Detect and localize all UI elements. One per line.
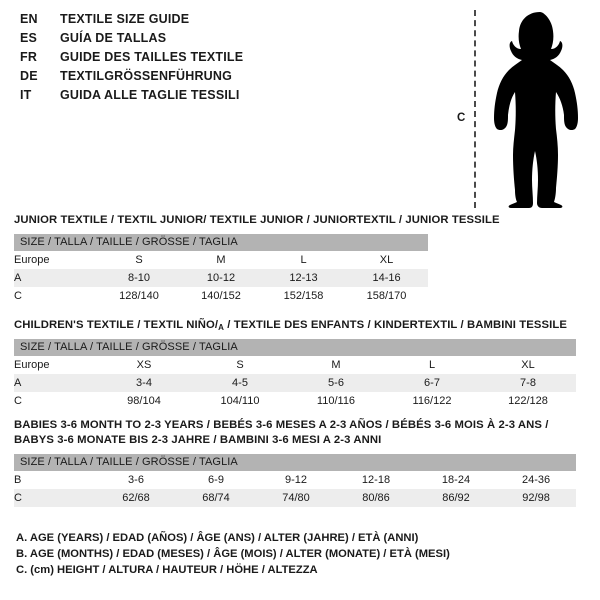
cell-value: 74/80 bbox=[256, 489, 336, 507]
language-code-en: EN bbox=[20, 12, 38, 26]
cell-value: 18-24 bbox=[441, 474, 471, 486]
row-label-europe: Europe bbox=[14, 359, 50, 371]
measurement-legend: A. AGE (YEARS) / EDAD (AÑOS) / ÂGE (ANS)… bbox=[16, 530, 450, 578]
language-code-de: DE bbox=[20, 69, 38, 83]
cell-value: 14-16 bbox=[345, 269, 429, 287]
section-children-textile: CHILDREN'S TEXTILE / TEXTIL NIÑO/A / TEX… bbox=[14, 318, 576, 410]
table-babies-sizes: SIZE / TALLA / TAILLE / GRÖSSE / TAGLIA … bbox=[14, 454, 577, 507]
cell-value: L bbox=[428, 359, 436, 371]
table-junior-sizes: SIZE / TALLA / TAILLE / GRÖSSE / TAGLIA … bbox=[14, 234, 429, 305]
cell-value: 116/122 bbox=[412, 395, 452, 407]
language-title-es: GUÍA DE TALLAS bbox=[60, 31, 167, 45]
cell-value: 80/86 bbox=[336, 489, 416, 507]
height-dashed-rule bbox=[474, 10, 476, 208]
cell-value: 12-18 bbox=[361, 474, 391, 486]
cell-value: 122/128 bbox=[508, 395, 548, 407]
legend-line-c: C. (cm) HEIGHT / ALTURA / HAUTEUR / HÖHE… bbox=[16, 564, 318, 576]
cell-value: 128/140 bbox=[119, 290, 159, 302]
cell-value: 10-12 bbox=[180, 269, 262, 287]
row-label-c: C bbox=[14, 489, 96, 507]
cell-value: 24-36 bbox=[521, 474, 551, 486]
cell-value: L bbox=[300, 254, 307, 266]
row-label-europe: Europe bbox=[14, 254, 50, 266]
cell-value: 12-13 bbox=[262, 269, 345, 287]
height-figure: C bbox=[440, 6, 600, 211]
cell-value: 4-5 bbox=[192, 374, 288, 392]
table-row: C 98/104 104/110 110/116 116/122 122/128 bbox=[14, 392, 576, 410]
row-label-b: B bbox=[14, 474, 22, 486]
section-title-babies-line2: BABYS 3-6 MONATE BIS 2-3 JAHRE / BAMBINI… bbox=[14, 434, 382, 446]
cell-value: 5-6 bbox=[288, 374, 384, 392]
section-title-children-main: CHILDREN'S TEXTILE / TEXTIL NIÑO/ bbox=[14, 319, 219, 331]
cell-value: 98/104 bbox=[127, 395, 161, 407]
cell-value: 110/116 bbox=[316, 395, 356, 407]
cell-value: 3-6 bbox=[128, 474, 144, 486]
language-row-it: IT GUIDA ALLE TAGLIE TESSILI bbox=[20, 88, 440, 107]
language-code-it: IT bbox=[20, 88, 32, 102]
cell-value: 8-10 bbox=[98, 269, 180, 287]
cell-value: 92/98 bbox=[496, 489, 577, 507]
cell-value: M bbox=[331, 359, 341, 371]
section-junior-textile: JUNIOR TEXTILE / TEXTIL JUNIOR/ TEXTILE … bbox=[14, 213, 500, 305]
table-row: A 8-10 10-12 12-13 14-16 bbox=[14, 269, 429, 287]
cell-value: 86/92 bbox=[416, 489, 496, 507]
cell-value: M bbox=[216, 254, 226, 266]
cell-value: 6-9 bbox=[208, 474, 224, 486]
language-code-es: ES bbox=[20, 31, 38, 45]
table-row: B 3-6 6-9 9-12 12-18 18-24 24-36 bbox=[14, 471, 576, 489]
table-row: Europe S M L XL bbox=[14, 251, 428, 269]
table-row: C 62/68 68/74 74/80 80/86 86/92 92/98 bbox=[14, 489, 577, 507]
section-title-junior: JUNIOR TEXTILE / TEXTIL JUNIOR/ TEXTILE … bbox=[14, 214, 500, 226]
cell-value: S bbox=[236, 359, 244, 371]
language-code-fr: FR bbox=[20, 50, 38, 64]
section-title-babies-line1: BABIES 3-6 MONTH TO 2-3 YEARS / BEBÉS 3-… bbox=[14, 419, 549, 431]
table-junior-band-label: SIZE / TALLA / TAILLE / GRÖSSE / TAGLIA bbox=[14, 234, 429, 251]
row-label-c: C bbox=[14, 395, 22, 407]
cell-value: 3-4 bbox=[96, 374, 192, 392]
table-junior-band-row: SIZE / TALLA / TAILLE / GRÖSSE / TAGLIA bbox=[14, 234, 429, 251]
cell-value: 7-8 bbox=[480, 374, 576, 392]
toddler-silhouette-icon bbox=[494, 12, 578, 208]
section-title-children-rest: / TEXTILE DES ENFANTS / KINDERTEXTIL / B… bbox=[224, 319, 567, 331]
row-label-a: A bbox=[14, 374, 96, 392]
language-title-list: EN TEXTILE SIZE GUIDE ES GUÍA DE TALLAS … bbox=[20, 12, 440, 107]
legend-line-b: B. AGE (MONTHS) / EDAD (MESES) / ÂGE (MO… bbox=[16, 548, 450, 560]
cell-value: XL bbox=[521, 359, 535, 371]
table-row: C 128/140 140/152 152/158 158/170 bbox=[14, 287, 428, 305]
language-title-en: TEXTILE SIZE GUIDE bbox=[60, 12, 190, 26]
cell-value: 9-12 bbox=[284, 474, 308, 486]
cell-value: 140/152 bbox=[201, 290, 241, 302]
language-row-es: ES GUÍA DE TALLAS bbox=[20, 31, 440, 50]
cell-value: XS bbox=[136, 359, 152, 371]
row-label-a: A bbox=[14, 269, 98, 287]
language-row-de: DE TEXTILGRÖSSENFÜHRUNG bbox=[20, 69, 440, 88]
cell-value: 68/74 bbox=[176, 489, 256, 507]
table-children-band-row: SIZE / TALLA / TAILLE / GRÖSSE / TAGLIA bbox=[14, 339, 576, 356]
cell-value: 158/170 bbox=[366, 290, 407, 302]
section-title-children-sub: A bbox=[218, 323, 225, 332]
table-row: A 3-4 4-5 5-6 6-7 7-8 bbox=[14, 374, 576, 392]
language-title-it: GUIDA ALLE TAGLIE TESSILI bbox=[60, 88, 240, 102]
language-title-fr: GUIDE DES TAILLES TEXTILE bbox=[60, 50, 244, 64]
cell-value: S bbox=[135, 254, 143, 266]
cell-value: 6-7 bbox=[384, 374, 480, 392]
table-babies-band-label: SIZE / TALLA / TAILLE / GRÖSSE / TAGLIA bbox=[14, 454, 577, 471]
section-title-children: CHILDREN'S TEXTILE / TEXTIL NIÑO/A / TEX… bbox=[14, 318, 576, 333]
cell-value: 62/68 bbox=[96, 489, 176, 507]
language-row-fr: FR GUIDE DES TAILLES TEXTILE bbox=[20, 50, 440, 69]
legend-line-a: A. AGE (YEARS) / EDAD (AÑOS) / ÂGE (ANS)… bbox=[16, 532, 419, 544]
cell-value: 152/158 bbox=[283, 290, 324, 302]
table-row: Europe XS S M L XL bbox=[14, 356, 576, 374]
cell-value: 104/110 bbox=[220, 395, 260, 407]
table-children-band-label: SIZE / TALLA / TAILLE / GRÖSSE / TAGLIA bbox=[14, 339, 576, 356]
row-label-c: C bbox=[14, 290, 22, 302]
cell-value: XL bbox=[379, 254, 394, 266]
table-babies-band-row: SIZE / TALLA / TAILLE / GRÖSSE / TAGLIA bbox=[14, 454, 577, 471]
height-measure-label: C bbox=[457, 112, 466, 124]
language-title-de: TEXTILGRÖSSENFÜHRUNG bbox=[60, 69, 233, 83]
section-babies-textile: BABIES 3-6 MONTH TO 2-3 YEARS / BEBÉS 3-… bbox=[14, 418, 577, 507]
language-row-en: EN TEXTILE SIZE GUIDE bbox=[20, 12, 440, 31]
table-children-sizes: SIZE / TALLA / TAILLE / GRÖSSE / TAGLIA … bbox=[14, 339, 576, 410]
